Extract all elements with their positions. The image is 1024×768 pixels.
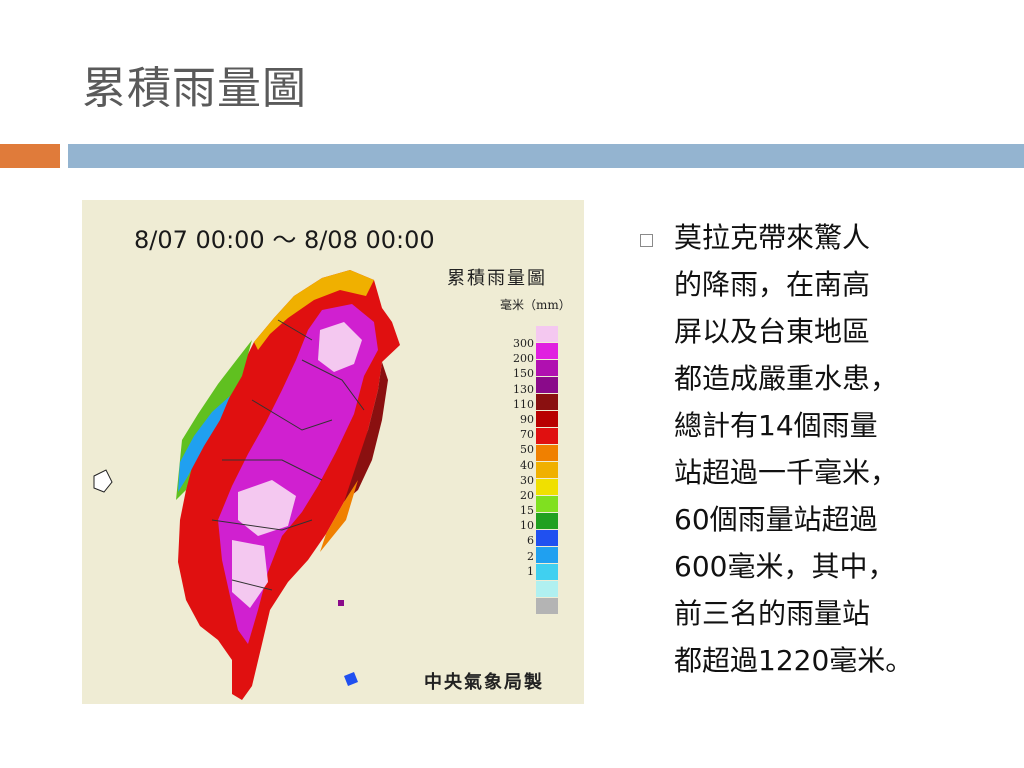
- taiwan-rainfall-map-graphic: [93, 270, 400, 700]
- legend-label: 10: [520, 519, 534, 533]
- legend-swatch: [536, 343, 558, 360]
- legend-label: 200: [513, 352, 534, 366]
- central-pink-area-mid: [238, 480, 296, 536]
- date-range-label: 8/07 00:00 ～ 8/08 00:00: [134, 226, 435, 254]
- accent-bar-blue: [68, 144, 1024, 168]
- legend-swatch: [536, 360, 558, 377]
- legend-swatch: [536, 326, 558, 343]
- legend-swatch: [536, 530, 558, 547]
- green-island: [338, 600, 344, 606]
- central-pink-area-north: [318, 322, 362, 372]
- county-boundaries: [211, 319, 365, 591]
- legend-swatch: [536, 394, 558, 411]
- legend-label: 20: [520, 488, 534, 502]
- legend-label: 110: [513, 397, 534, 411]
- legend-label: 1: [527, 564, 534, 578]
- legend-label: 130: [513, 382, 534, 396]
- northwest-blue-area: [178, 396, 230, 492]
- legend-label: 6: [527, 534, 534, 548]
- legend-swatch: [536, 513, 558, 530]
- legend-title: 累積雨量圖: [447, 268, 547, 289]
- bullet-text: 莫拉克帶來驚人 的降雨，在南高 屏以及台東地區 都造成嚴重水患， 總計有14個雨量 站超過…: [674, 214, 974, 684]
- accent-bar-orange: [0, 144, 60, 168]
- legend-swatch: [536, 581, 558, 598]
- legend-label: 30: [520, 473, 534, 487]
- map-credit: 中央氣象局製: [424, 672, 544, 693]
- rainfall-map: 8/07 00:00 ～ 8/08 00:00 累積雨量圖 毫米（mm） 300…: [82, 200, 584, 704]
- bullet-line: 屏以及台東地區: [674, 315, 871, 348]
- east-darkred-band: [344, 362, 388, 502]
- legend-label: 50: [520, 443, 534, 457]
- legend-swatches: [536, 326, 558, 615]
- bullet-line: 都超過1220毫米。: [674, 644, 914, 677]
- slide-title: 累積雨量圖: [82, 63, 307, 114]
- legend-swatch: [536, 445, 558, 462]
- bullet-line: 都造成嚴重水患，: [674, 362, 899, 395]
- bullet-line: 站超過一千毫米，: [674, 456, 899, 489]
- legend-label: 300: [513, 337, 534, 350]
- southeast-orange-band: [320, 480, 358, 552]
- legend-unit: 毫米（mm）: [500, 298, 571, 312]
- bullet-line: 600毫米，其中，: [674, 550, 896, 583]
- bullet-line: 前三名的雨量站: [674, 597, 871, 630]
- legend-labels: 300 200 150 130 110 90 70 50 40 30 20 15 10 6 2 1: [502, 336, 534, 579]
- legend-swatch: [536, 462, 558, 479]
- legend-label: 150: [513, 367, 534, 381]
- legend-swatch: [536, 564, 558, 581]
- legend-swatch: [536, 411, 558, 428]
- bullet-line: 總計有14個雨量: [674, 409, 878, 442]
- legend-label: 70: [520, 428, 534, 442]
- legend-swatch: [536, 496, 558, 513]
- legend-label: 2: [527, 549, 534, 563]
- legend-swatch: [536, 547, 558, 564]
- bullet-line: 的降雨，在南高: [674, 268, 871, 301]
- legend-label: 40: [520, 458, 534, 472]
- legend-swatch: [536, 598, 558, 615]
- north-orange-rim: [254, 270, 374, 350]
- legend-label: 90: [520, 412, 534, 426]
- central-pink-area-south: [232, 540, 268, 608]
- bullet-line: 60個雨量站超過: [674, 503, 878, 536]
- square-bullet-icon: [640, 234, 653, 247]
- legend-swatch: [536, 479, 558, 496]
- penghu-islands: [93, 469, 113, 493]
- orchid-island: [344, 672, 358, 686]
- legend-swatch: [536, 428, 558, 445]
- bullet-line: 莫拉克帶來驚人: [674, 221, 871, 254]
- legend-label: 15: [520, 504, 534, 518]
- legend-swatch: [536, 377, 558, 394]
